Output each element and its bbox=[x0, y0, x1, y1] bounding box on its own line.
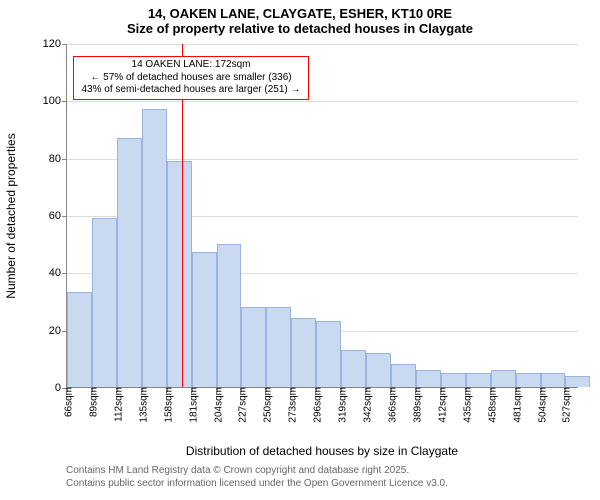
x-tick-label: 296sqm bbox=[309, 387, 324, 423]
x-tick-label: 412sqm bbox=[433, 387, 448, 423]
histogram-bar bbox=[391, 364, 416, 387]
grid-line bbox=[67, 44, 578, 45]
x-tick-label: 181sqm bbox=[184, 387, 199, 423]
x-tick-label: 481sqm bbox=[508, 387, 523, 423]
x-tick-label: 319sqm bbox=[334, 387, 349, 423]
x-tick-label: 227sqm bbox=[234, 387, 249, 423]
histogram-bar bbox=[117, 138, 142, 387]
x-tick-label: 89sqm bbox=[84, 387, 99, 417]
histogram-bar bbox=[565, 376, 590, 387]
histogram-bar bbox=[67, 292, 92, 387]
footnote-line1: Contains HM Land Registry data © Crown c… bbox=[66, 464, 448, 477]
x-tick-label: 204sqm bbox=[209, 387, 224, 423]
x-tick-label: 66sqm bbox=[60, 387, 75, 417]
histogram-bar bbox=[192, 252, 217, 387]
histogram-bar bbox=[92, 218, 117, 387]
y-axis-label: Number of detached properties bbox=[4, 126, 18, 306]
callout-line1: 14 OAKEN LANE: 172sqm bbox=[78, 59, 304, 72]
x-tick-label: 135sqm bbox=[134, 387, 149, 423]
y-tick-label: 120 bbox=[43, 38, 67, 50]
y-tick-label: 80 bbox=[49, 153, 67, 165]
histogram-plot: 02040608010012066sqm89sqm112sqm135sqm158… bbox=[66, 44, 578, 388]
callout-line3: 43% of semi-detached houses are larger (… bbox=[78, 84, 304, 97]
histogram-bar bbox=[241, 307, 266, 387]
histogram-bar bbox=[291, 318, 316, 387]
x-tick-label: 366sqm bbox=[383, 387, 398, 423]
histogram-bar bbox=[541, 373, 566, 387]
histogram-bar bbox=[341, 350, 366, 387]
histogram-bar bbox=[142, 109, 167, 387]
x-tick-label: 504sqm bbox=[533, 387, 548, 423]
x-tick-label: 527sqm bbox=[558, 387, 573, 423]
x-tick-label: 273sqm bbox=[284, 387, 299, 423]
title-block: 14, OAKEN LANE, CLAYGATE, ESHER, KT10 0R… bbox=[0, 0, 600, 36]
histogram-bar bbox=[516, 373, 541, 387]
callout-box: 14 OAKEN LANE: 172sqm← 57% of detached h… bbox=[73, 56, 309, 100]
chart-container: 14, OAKEN LANE, CLAYGATE, ESHER, KT10 0R… bbox=[0, 0, 600, 500]
grid-line bbox=[67, 101, 578, 102]
footnote: Contains HM Land Registry data © Crown c… bbox=[66, 464, 448, 490]
histogram-bar bbox=[416, 370, 441, 387]
histogram-bar bbox=[466, 373, 491, 387]
x-tick-label: 112sqm bbox=[109, 387, 124, 422]
x-tick-label: 458sqm bbox=[483, 387, 498, 423]
y-tick-label: 20 bbox=[49, 325, 67, 337]
x-axis-label: Distribution of detached houses by size … bbox=[66, 444, 578, 458]
x-tick-label: 342sqm bbox=[359, 387, 374, 423]
y-tick-label: 100 bbox=[43, 95, 67, 107]
x-tick-label: 389sqm bbox=[408, 387, 423, 423]
histogram-bar bbox=[366, 353, 391, 387]
histogram-bar bbox=[441, 373, 466, 387]
histogram-bar bbox=[167, 161, 192, 387]
histogram-bar bbox=[491, 370, 516, 387]
histogram-bar bbox=[316, 321, 341, 387]
histogram-bar bbox=[217, 244, 242, 387]
callout-line2: ← 57% of detached houses are smaller (33… bbox=[78, 72, 304, 85]
footnote-line2: Contains public sector information licen… bbox=[66, 477, 448, 490]
x-tick-label: 435sqm bbox=[458, 387, 473, 423]
title-address: 14, OAKEN LANE, CLAYGATE, ESHER, KT10 0R… bbox=[0, 6, 600, 21]
y-tick-label: 40 bbox=[49, 267, 67, 279]
title-description: Size of property relative to detached ho… bbox=[0, 21, 600, 36]
x-tick-label: 250sqm bbox=[259, 387, 274, 423]
y-tick-label: 60 bbox=[49, 210, 67, 222]
histogram-bar bbox=[266, 307, 291, 387]
x-tick-label: 158sqm bbox=[159, 387, 174, 423]
